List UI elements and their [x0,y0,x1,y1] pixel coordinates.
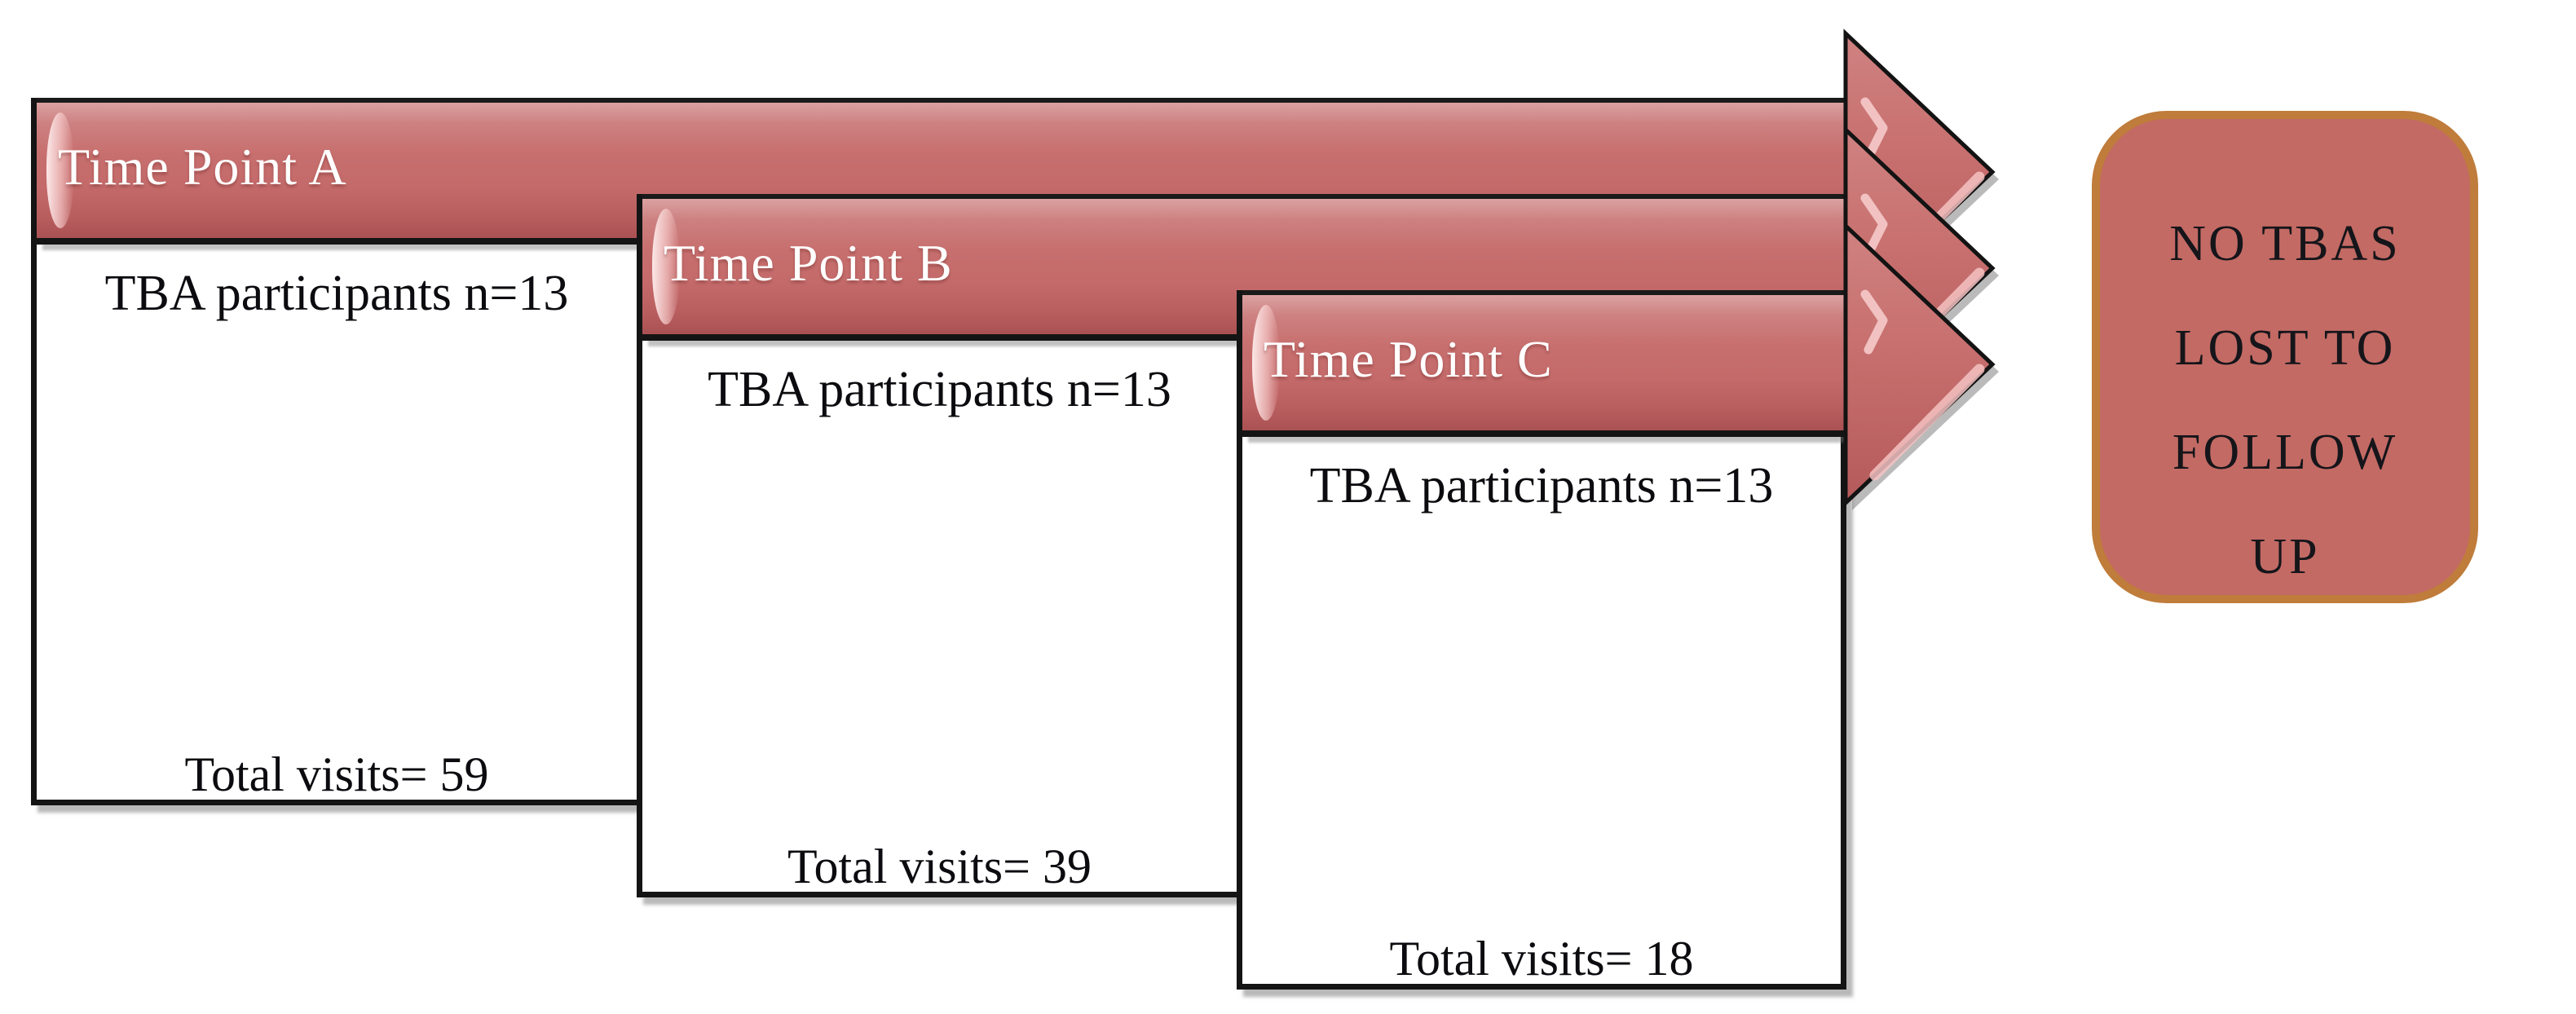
time-point-a-group: Time Point A TBA participants n=13 Total… [31,29,1999,805]
time-point-a-label: Time Point A [58,138,347,196]
end-box-line-1: NO TBAS [2169,216,2401,271]
time-point-a-total-visits: Total visits= 59 [184,747,489,801]
no-tbas-lost-box: NO TBAS LOST TO FOLLOW UP [2092,111,2478,603]
time-point-b-group: Time Point B TBA participants n=13 Total… [637,125,1999,897]
time-point-c-participants: TBA participants n=13 [1309,458,1774,514]
banner-gloss-highlight [46,112,74,228]
right-arrow-icon [1843,221,1999,510]
time-point-c-label: Time Point C [1264,330,1553,388]
time-point-b-participants: TBA participants n=13 [708,362,1171,417]
time-point-c-total-visits: Total visits= 18 [1389,932,1694,985]
time-point-a-participants: TBA participants n=13 [104,266,569,321]
time-point-c-group: Time Point C TBA participants n=13 Total… [1237,221,1999,990]
no-tbas-lost-text: NO TBAS LOST TO FOLLOW UP [2100,192,2470,609]
time-point-c-banner: Time Point C [1242,290,1846,437]
banner-gloss-highlight [652,209,680,324]
time-point-b-total-visits: Total visits= 39 [787,840,1092,893]
end-box-line-3: FOLLOW [2172,425,2398,480]
banner-gloss-highlight [1252,305,1280,421]
end-box-line-4: UP [2250,529,2320,584]
time-point-b-label: Time Point B [664,234,953,292]
end-box-line-2: LOST TO [2174,320,2396,376]
